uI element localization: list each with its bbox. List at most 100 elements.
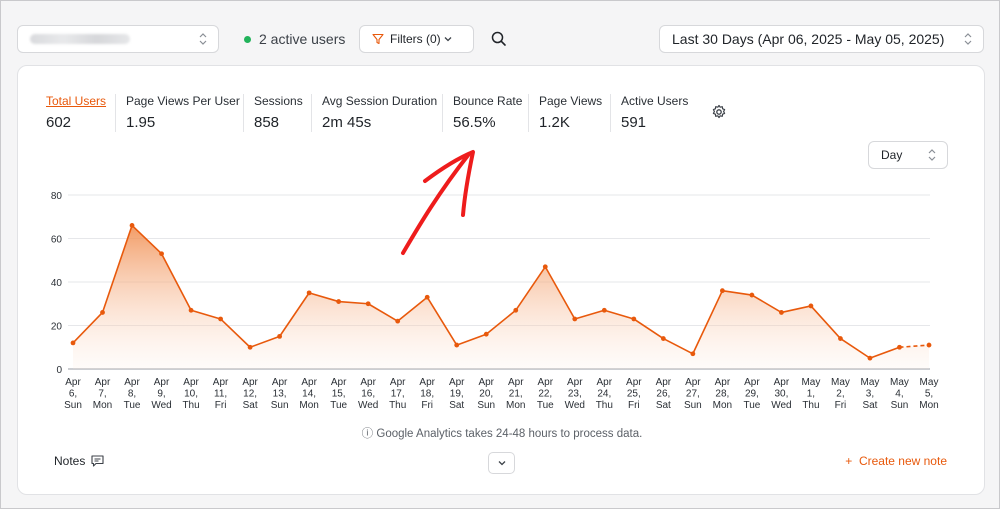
data-point[interactable] [336,299,342,304]
x-tick-label: Tue [743,400,760,411]
gear-icon[interactable] [711,104,727,120]
data-point[interactable] [129,223,135,228]
granularity-select[interactable]: Day [868,141,948,169]
search-icon[interactable] [490,30,508,48]
data-point[interactable] [838,336,843,341]
x-tick-label: 13, [273,389,287,400]
data-point[interactable] [218,316,223,322]
data-point[interactable] [277,333,283,339]
create-note-link[interactable]: + Create new note [845,454,947,468]
site-select-value [30,34,130,44]
data-point[interactable] [188,307,194,313]
x-tick-label: Apr [478,377,494,388]
x-tick-label: Wed [358,400,378,411]
x-tick-label: May [890,377,909,388]
x-tick-label: Mon [299,400,318,411]
data-point[interactable] [719,288,725,294]
date-range-value: Last 30 Days (Apr 06, 2025 - May 05, 202… [672,31,945,47]
metric-value: 591 [621,114,647,131]
data-point[interactable] [424,294,430,300]
data-point[interactable] [306,290,312,296]
x-tick-label: Fri [215,400,227,411]
data-point[interactable] [897,344,902,350]
data-point[interactable] [779,310,784,315]
x-tick-label: Apr [390,377,406,388]
x-tick-label: Sat [243,400,258,411]
expand-notes-button[interactable] [488,452,515,474]
data-point[interactable] [365,301,371,307]
x-tick-label: 27, [686,389,700,400]
y-tick-label: 80 [51,191,63,202]
data-point[interactable] [100,310,105,315]
site-select[interactable] [17,25,219,53]
metric-tab-3[interactable]: Avg Session Duration 2m 45s [322,94,437,134]
metric-tab-2[interactable]: Sessions 858 [254,94,303,134]
users-line-chart: 020406080Apr6,SunApr7,MonApr8,TueApr9,We… [51,191,939,411]
x-tick-label: Fri [628,400,640,411]
metric-divider [311,94,312,132]
data-point[interactable] [808,303,814,309]
x-tick-label: Wed [771,400,791,411]
x-tick-label: Thu [596,400,613,411]
metric-tab-6[interactable]: Active Users 591 [621,94,688,134]
x-tick-label: Sun [271,400,289,411]
data-point[interactable] [572,316,578,322]
data-point[interactable] [660,336,666,341]
x-tick-label: Sun [64,400,82,411]
granularity-value: Day [881,148,903,162]
data-point[interactable] [395,318,401,324]
updown-icon [199,33,207,45]
x-tick-label: 11, [214,389,227,400]
data-point[interactable] [690,351,696,357]
x-tick-label: Mon [506,400,525,411]
metric-divider [528,94,529,132]
data-point[interactable] [454,342,460,348]
x-tick-label: Apr [360,377,376,388]
metric-value: 56.5% [453,114,496,131]
data-point[interactable] [749,292,755,298]
x-tick-label: 18, [420,389,434,400]
data-point[interactable] [542,264,548,270]
data-point[interactable] [867,355,873,361]
y-tick-label: 60 [51,235,63,246]
x-tick-label: 30, [774,389,788,400]
x-tick-label: 7, [98,389,106,400]
metric-tab-0[interactable]: Total Users 602 [46,94,106,134]
data-point[interactable] [247,344,253,350]
data-point[interactable] [631,316,637,322]
data-point[interactable] [513,307,519,313]
chevron-down-icon [498,461,505,466]
filters-button[interactable]: Filters (0) [359,25,474,53]
metric-tab-1[interactable]: Page Views Per User 1.95 [126,94,240,134]
x-tick-label: Fri [835,400,847,411]
x-tick-label: Tue [330,400,347,411]
x-tick-label: 14, [302,389,316,400]
notes-toggle[interactable]: Notes [54,454,104,468]
data-point[interactable] [159,251,164,257]
x-tick-label: Sun [477,400,495,411]
x-tick-label: Apr [213,377,229,388]
x-tick-label: 17, [391,389,405,400]
x-tick-label: Apr [626,377,642,388]
x-tick-label: 21, [509,389,523,400]
data-point[interactable] [926,342,932,348]
x-tick-label: Thu [389,400,406,411]
data-point[interactable] [601,307,607,313]
x-tick-label: Apr [508,377,524,388]
series-line-dashed [899,344,930,349]
x-tick-label: Mon [713,400,732,411]
x-tick-label: 9, [157,389,165,400]
create-note-label: Create new note [858,454,947,468]
x-tick-label: 20, [479,389,493,400]
data-point[interactable] [483,331,489,337]
x-tick-label: Apr [656,377,672,388]
metric-tab-4[interactable]: Bounce Rate 56.5% [453,94,522,134]
metric-value: 1.2K [539,114,570,131]
x-tick-label: Sat [862,400,877,411]
x-tick-label: Sun [684,400,702,411]
metric-value: 1.95 [126,114,156,131]
x-tick-label: Apr [242,377,258,388]
date-range-select[interactable]: Last 30 Days (Apr 06, 2025 - May 05, 202… [659,25,984,53]
metric-tab-5[interactable]: Page Views 1.2K [539,94,602,134]
data-point[interactable] [70,340,76,346]
